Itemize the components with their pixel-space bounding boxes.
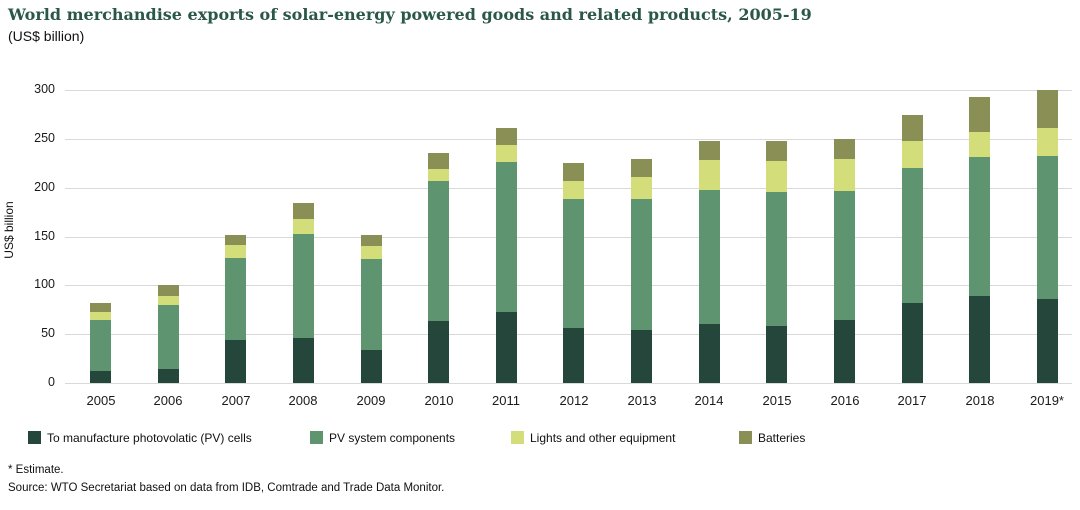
gridline-y250	[65, 139, 1072, 140]
y-tick-label: 50	[41, 326, 55, 340]
bar-2017-segment-3	[902, 115, 923, 141]
bar-2018-segment-3	[969, 97, 990, 132]
bar-2016-segment-0	[834, 320, 855, 383]
y-tick-label: 200	[34, 180, 55, 194]
bar-2005-segment-1	[90, 320, 111, 371]
x-tick-label-2005: 2005	[86, 393, 116, 408]
bar-2018-segment-0	[969, 296, 990, 383]
bar-2017-segment-0	[902, 303, 923, 383]
bar-2012-segment-3	[563, 163, 584, 181]
bar-2008-segment-2	[293, 219, 314, 234]
bar-2015-segment-0	[766, 326, 787, 383]
chart-legend: To manufacture photovolatic (PV) cells PV…	[0, 431, 1080, 447]
bar-2005-segment-0	[90, 371, 111, 383]
gridline-y300	[65, 90, 1072, 91]
bar-2009-segment-3	[361, 235, 382, 246]
y-tick-label: 150	[34, 229, 55, 243]
bar-2006-segment-0	[158, 369, 179, 383]
bar-2007-segment-1	[225, 258, 246, 340]
bar-2007-segment-3	[225, 235, 246, 245]
bar-2011-segment-1	[496, 162, 517, 312]
bar-2013-segment-2	[631, 177, 652, 199]
gridline-y0	[65, 383, 1072, 384]
bar-2014-segment-2	[699, 160, 720, 190]
bar-2009-segment-0	[361, 350, 382, 383]
bar-2010-segment-1	[428, 181, 449, 321]
footnote-source: Source: WTO Secretariat based on data fr…	[8, 482, 445, 494]
y-tick-label: 100	[34, 277, 55, 291]
x-tick-label-2019: 2019*	[1030, 393, 1064, 408]
bar-2005-segment-3	[90, 303, 111, 312]
plot-area: 0 50 100 150 200 250 300 2005 2006 2007 2008 2009 20…	[34, 82, 1072, 408]
bar-2007-segment-2	[225, 245, 246, 258]
bar-2006-segment-1	[158, 305, 179, 369]
bar-2015-segment-2	[766, 161, 787, 192]
y-tick-label: 0	[48, 375, 55, 389]
chart-subtitle: (US$ billion)	[8, 28, 85, 44]
bar-2013-segment-0	[631, 330, 652, 383]
bar-2015-segment-1	[766, 192, 787, 326]
bar-2014-segment-0	[699, 324, 720, 383]
bar-2015-segment-3	[766, 141, 787, 161]
bar-2006-segment-2	[158, 296, 179, 305]
bar-2011-segment-2	[496, 145, 517, 162]
bar-2012-segment-1	[563, 199, 584, 328]
bar-2019-segment-3	[1037, 90, 1058, 128]
x-tick-label-2018: 2018	[965, 393, 995, 408]
bar-2018-segment-2	[969, 132, 990, 157]
bar-2007-segment-0	[225, 340, 246, 383]
bar-2019-segment-0	[1037, 299, 1058, 383]
bar-2014-segment-1	[699, 190, 720, 324]
chart-title: World merchandise exports of solar-energ…	[8, 5, 812, 24]
legend-label: Batteries	[758, 431, 806, 445]
x-tick-label-2008: 2008	[288, 393, 318, 408]
bar-2011-segment-0	[496, 312, 517, 383]
bar-2017-segment-2	[902, 141, 923, 168]
bar-2019-segment-2	[1037, 128, 1058, 156]
bar-2012-segment-2	[563, 181, 584, 199]
legend-swatch-icon	[28, 431, 41, 444]
x-tick-label-2016: 2016	[830, 393, 860, 408]
bar-2009-segment-1	[361, 259, 382, 350]
bar-2016-segment-1	[834, 191, 855, 320]
bar-2011-segment-3	[496, 128, 517, 145]
x-tick-label-2010: 2010	[424, 393, 454, 408]
x-tick-label-2013: 2013	[627, 393, 657, 408]
legend-swatch-icon	[739, 431, 752, 444]
legend-swatch-icon	[310, 431, 323, 444]
x-tick-label-2017: 2017	[897, 393, 927, 408]
x-tick-label-2015: 2015	[762, 393, 792, 408]
x-tick-label-2011: 2011	[492, 393, 520, 408]
x-tick-label-2012: 2012	[559, 393, 589, 408]
bar-2005-segment-2	[90, 312, 111, 320]
x-tick-label-2009: 2009	[356, 393, 386, 408]
bar-2019-segment-1	[1037, 156, 1058, 299]
y-tick-label: 250	[34, 131, 55, 145]
x-tick-label-2006: 2006	[153, 393, 183, 408]
bar-2018-segment-1	[969, 157, 990, 296]
x-tick-label-2014: 2014	[694, 393, 724, 408]
legend-label: Lights and other equipment	[530, 431, 676, 445]
bar-2010-segment-2	[428, 169, 449, 181]
bar-2008-segment-0	[293, 338, 314, 383]
bar-2016-segment-2	[834, 159, 855, 191]
bar-2014-segment-3	[699, 141, 720, 160]
y-tick-label: 300	[34, 82, 55, 96]
bar-2009-segment-2	[361, 246, 382, 259]
bar-2010-segment-3	[428, 153, 449, 169]
legend-label: To manufacture photovolatic (PV) cells	[47, 431, 252, 445]
x-tick-label-2007: 2007	[221, 393, 251, 408]
legend-swatch-icon	[511, 431, 524, 444]
bar-2010-segment-0	[428, 321, 449, 383]
bar-2016-segment-3	[834, 139, 855, 159]
footnote-estimate: * Estimate.	[8, 464, 64, 476]
legend-label: PV system components	[329, 431, 456, 445]
bar-2008-segment-1	[293, 234, 314, 338]
bar-2006-segment-3	[158, 285, 179, 296]
bar-2013-segment-1	[631, 199, 652, 330]
bar-2013-segment-3	[631, 159, 652, 177]
bar-2012-segment-0	[563, 328, 584, 383]
bar-2017-segment-1	[902, 168, 923, 303]
bar-2008-segment-3	[293, 203, 314, 219]
